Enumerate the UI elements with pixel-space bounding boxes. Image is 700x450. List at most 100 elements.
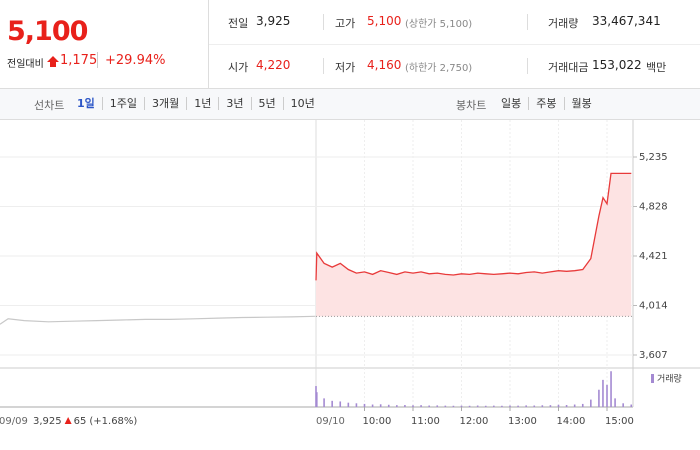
volume-bar [428, 405, 430, 407]
info-value: 4,220 [256, 58, 291, 72]
x-tick-label: 14:00 [557, 416, 586, 427]
info-value: 3,925 [256, 14, 291, 28]
line-tabs: 1일 1주일 3개월 1년 3년 5년 10년 [70, 97, 322, 110]
info-label: 저가 [335, 61, 356, 74]
prev-line [0, 315, 316, 325]
tab[interactable]: 3년 [218, 97, 250, 110]
up-icon [47, 56, 59, 67]
volume-bar [549, 405, 552, 407]
volume-bar [517, 405, 519, 407]
volume-bar [420, 405, 422, 407]
volume-bar [614, 398, 616, 407]
volume-bar [493, 405, 495, 407]
info-note: (하한가 2,750) [405, 63, 473, 74]
x-tick-label: 12:00 [460, 416, 489, 427]
info-value: 4,160 [367, 58, 402, 72]
volume-bar [557, 404, 560, 407]
date-label: 09/10 [316, 416, 345, 427]
volume-bar [387, 404, 390, 407]
tab[interactable]: 일봉 [501, 97, 522, 110]
tab[interactable]: 3개월 [144, 97, 186, 110]
volume-bar [581, 403, 584, 407]
volume-bar [533, 405, 536, 407]
volume-bar [468, 405, 471, 407]
summary-change: 65 [74, 416, 87, 427]
divider [209, 44, 700, 45]
x-tick-label: 11:00 [411, 416, 440, 427]
info-value: 33,467,341 [592, 14, 661, 28]
change-rate: +29.94% [105, 53, 166, 68]
divider [527, 14, 528, 30]
tab-label: 선차트 [34, 99, 65, 112]
divider [323, 14, 324, 30]
volume-bar [598, 389, 600, 407]
summary-close: 3,925 [33, 416, 62, 427]
volume-bar [379, 404, 382, 407]
volume-bar [630, 404, 633, 407]
tab[interactable]: 1년 [186, 97, 218, 110]
volume-bar [452, 405, 455, 407]
volume-bar [412, 405, 414, 407]
info-value: 5,100 [367, 14, 402, 28]
info-unit: 백만 [646, 61, 667, 74]
chart: 거래량 5,235 4,828 4,421 4,014 3,607 10:00 11:00 1… [0, 120, 700, 427]
up-icon [64, 417, 72, 424]
y-tick-label: 4,421 [639, 251, 668, 262]
y-tick-label: 3,607 [639, 350, 668, 361]
tab-label: 봉차트 [456, 99, 487, 112]
info-note: (상한가 5,100) [405, 19, 473, 30]
volume-bar [476, 405, 479, 407]
volume-bar [509, 405, 511, 407]
tab[interactable]: 5년 [250, 97, 283, 110]
tab[interactable]: 월봉 [563, 97, 599, 110]
tab[interactable]: 1주일 [101, 97, 144, 110]
volume-bar [590, 399, 592, 407]
header: 5,100 전일대비 1,175 +29.94% 전일 3,925 고가 5,100(… [0, 0, 700, 89]
volume-bar [484, 405, 487, 407]
info-label: 시가 [228, 61, 249, 74]
change: 1,175 [60, 53, 98, 68]
candle-tabs: 일봉 주봉 월봉 [494, 97, 599, 110]
divider [527, 58, 528, 74]
volume-bar [331, 400, 333, 407]
divider [323, 58, 324, 74]
volume-bar [355, 403, 358, 407]
legend-icon [651, 374, 654, 383]
y-tick-label: 4,014 [639, 301, 668, 312]
y-tick-label: 4,828 [639, 202, 668, 213]
volume-bar [525, 405, 527, 407]
volume-bar [444, 405, 447, 407]
tab[interactable]: 주봉 [528, 97, 563, 110]
volume-bar [371, 404, 374, 407]
info-label: 전일 [228, 17, 249, 30]
x-tick-label: 13:00 [508, 416, 537, 427]
price: 5,100 [7, 16, 88, 47]
volume-bar [315, 386, 317, 407]
tab[interactable]: 1일 [77, 97, 95, 110]
volume-bar [316, 392, 318, 407]
volume-bar [323, 398, 325, 407]
volume-bar [436, 405, 439, 407]
info-value: 153,022 [592, 58, 642, 72]
x-tick-label: 10:00 [363, 416, 392, 427]
price-line [315, 172, 632, 281]
volume-bar [606, 384, 608, 407]
volume-bar [396, 405, 398, 407]
volume-bar [573, 404, 576, 407]
divider [97, 52, 98, 68]
legend-label: 거래량 [657, 373, 682, 385]
volume-bar [460, 405, 463, 407]
volume-bar [610, 371, 612, 407]
volume-bar [622, 403, 624, 407]
info-label: 거래량 [548, 17, 579, 30]
volume-bar [363, 403, 366, 407]
info-label: 고가 [335, 17, 356, 30]
area [316, 173, 632, 317]
volume-bar [347, 402, 350, 407]
summary-rate: (+1.68%) [89, 416, 137, 427]
change-label: 전일대비 [7, 59, 44, 70]
date-label: 09/09 [0, 416, 28, 427]
volume-bar [339, 401, 342, 407]
tab[interactable]: 10년 [282, 97, 322, 110]
